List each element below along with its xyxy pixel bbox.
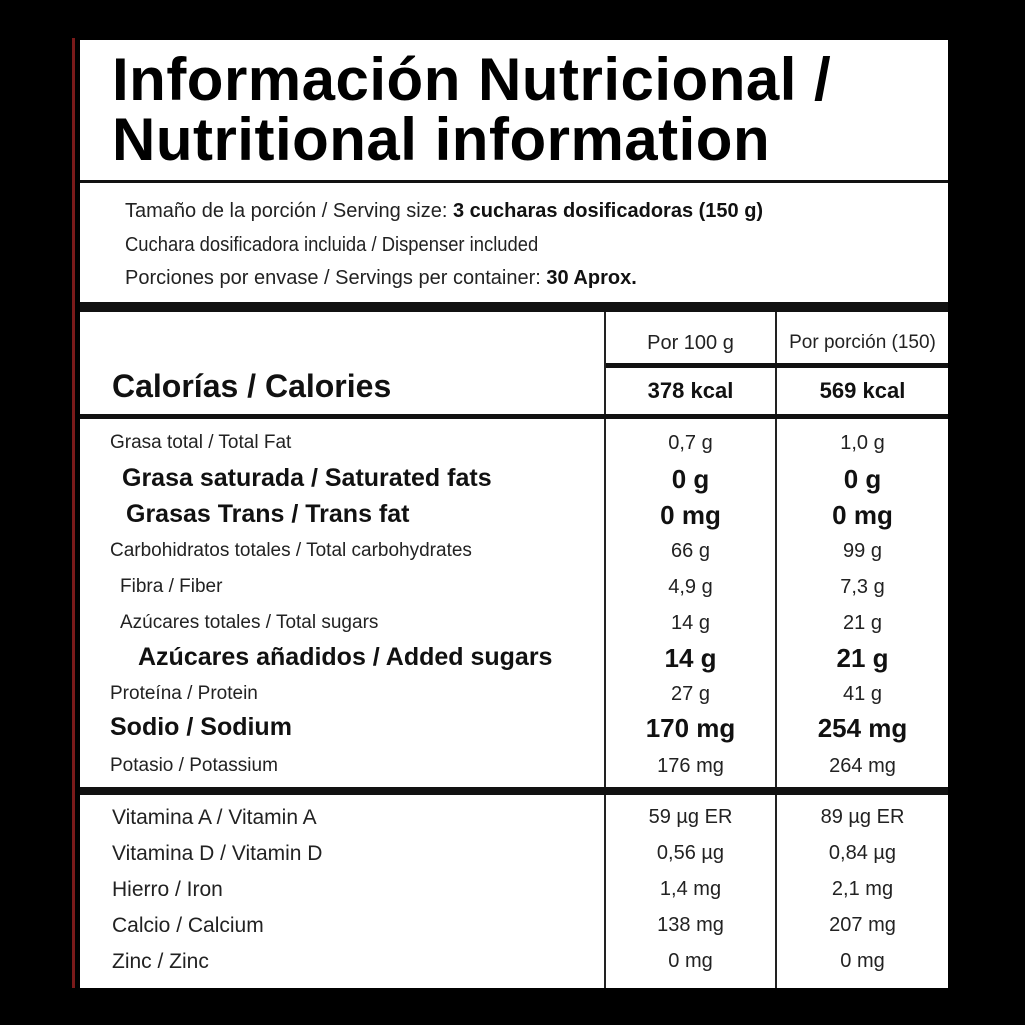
nutrient-per-serving: 41 g bbox=[843, 683, 882, 705]
nutrient-per-serving: 7,3 g bbox=[840, 576, 885, 598]
vitamin-per-serving: 207 mg bbox=[829, 914, 896, 936]
title-divider bbox=[80, 180, 948, 183]
nutrient-name: Carbohidratos totales / Total carbohydra… bbox=[110, 540, 472, 561]
nutrient-per-100g: 14 g bbox=[664, 643, 717, 673]
title-line-english: Nutritional information bbox=[112, 106, 771, 173]
serving-size-label: Tamaño de la porción / Serving size: bbox=[125, 200, 448, 222]
nutrient-name: Grasas Trans / Trans fat bbox=[126, 500, 410, 528]
nutrient-per-serving: 0 g bbox=[843, 464, 882, 494]
nutrient-per-serving: 21 g bbox=[836, 643, 889, 673]
vitamin-per-100g: 1,4 mg bbox=[659, 878, 722, 900]
vitamin-per-100g: 59 µg ER bbox=[648, 806, 733, 828]
vitamin-name: Vitamina D / Vitamin D bbox=[112, 842, 323, 865]
vitamins-divider bbox=[80, 787, 948, 795]
nutrient-name: Fibra / Fiber bbox=[120, 576, 223, 597]
nutrient-name: Azúcares añadidos / Added sugars bbox=[138, 643, 553, 671]
nutrient-per-100g: 66 g bbox=[671, 540, 710, 562]
vitamin-name: Vitamina A / Vitamin A bbox=[112, 806, 317, 829]
nutrient-name: Grasa total / Total Fat bbox=[110, 432, 292, 453]
calories-per-100g: 378 kcal bbox=[647, 378, 734, 403]
serving-size-value: 3 cucharas dosificadoras (150 g) bbox=[452, 200, 764, 222]
servings-per-container-line: Porciones por envase / Servings per cont… bbox=[125, 267, 637, 290]
calories-divider bbox=[80, 414, 948, 419]
nutrient-per-serving: 254 mg bbox=[817, 713, 908, 743]
dispenser-note: Cuchara dosificadora incluida / Dispense… bbox=[125, 234, 539, 256]
vitamin-per-100g: 0 mg bbox=[668, 950, 713, 972]
column-divider-right bbox=[775, 312, 777, 988]
nutrient-per-serving: 1,0 g bbox=[840, 432, 885, 454]
nutrient-per-100g: 0,7 g bbox=[668, 432, 713, 454]
vitamin-name: Hierro / Iron bbox=[112, 878, 223, 901]
nutrition-label: Información Nutricional / Nutritional in… bbox=[80, 40, 948, 988]
nutrient-per-100g: 176 mg bbox=[657, 755, 724, 777]
column-header-per-serving: Por porción (150) bbox=[789, 332, 936, 353]
label-edge-accent bbox=[72, 38, 75, 988]
serving-size-line: Tamaño de la porción / Serving size: 3 c… bbox=[125, 200, 763, 223]
nutrient-per-100g: 0 mg bbox=[660, 500, 721, 530]
nutrient-name: Sodio / Sodium bbox=[110, 713, 292, 741]
nutrient-per-serving: 264 mg bbox=[829, 755, 896, 777]
nutrient-per-100g: 14 g bbox=[671, 612, 710, 634]
nutrient-per-100g: 170 mg bbox=[645, 713, 736, 743]
nutrient-name: Potasio / Potassium bbox=[110, 755, 278, 776]
vitamin-per-serving: 0,84 µg bbox=[828, 842, 897, 864]
nutrient-per-100g: 0 g bbox=[671, 464, 710, 494]
title-line-spanish: Información Nutricional / bbox=[112, 46, 832, 113]
vitamin-per-serving: 2,1 mg bbox=[831, 878, 894, 900]
nutrient-name: Proteína / Protein bbox=[110, 683, 258, 704]
servings-label: Porciones por envase / Servings per cont… bbox=[125, 267, 541, 289]
vitamin-name: Calcio / Calcium bbox=[112, 914, 264, 937]
column-header-divider bbox=[606, 363, 948, 368]
calories-per-serving: 569 kcal bbox=[819, 378, 906, 403]
nutrient-per-serving: 99 g bbox=[843, 540, 882, 562]
nutrient-name: Grasa saturada / Saturated fats bbox=[122, 464, 492, 492]
nutrient-per-100g: 4,9 g bbox=[668, 576, 713, 598]
nutrient-per-serving: 0 mg bbox=[832, 500, 893, 530]
column-divider-left bbox=[604, 312, 606, 988]
vitamin-per-100g: 138 mg bbox=[657, 914, 724, 936]
nutrient-per-serving: 21 g bbox=[843, 612, 882, 634]
nutrient-per-100g: 27 g bbox=[671, 683, 710, 705]
serving-divider bbox=[80, 302, 948, 312]
vitamin-per-100g: 0,56 µg bbox=[656, 842, 725, 864]
vitamin-per-serving: 0 mg bbox=[840, 950, 885, 972]
servings-value: 30 Aprox. bbox=[546, 267, 637, 289]
vitamin-name: Zinc / Zinc bbox=[112, 950, 209, 973]
column-header-per-100g: Por 100 g bbox=[647, 332, 734, 354]
vitamin-per-serving: 89 µg ER bbox=[820, 806, 905, 828]
nutrient-name: Azúcares totales / Total sugars bbox=[120, 612, 379, 633]
label-title: Información Nutricional / Nutritional in… bbox=[112, 50, 942, 170]
calories-label: Calorías / Calories bbox=[112, 368, 392, 404]
